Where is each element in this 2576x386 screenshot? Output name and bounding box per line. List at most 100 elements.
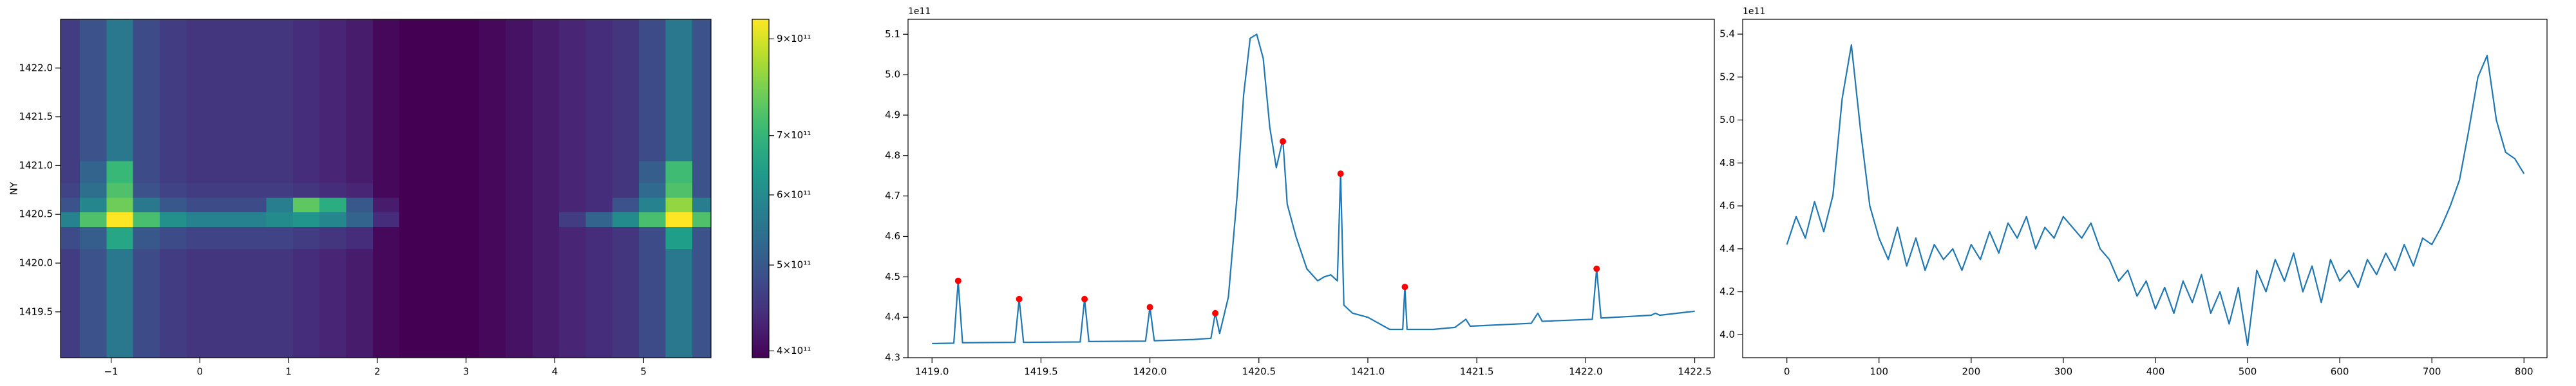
heatmap-cell [61,226,81,249]
x-tick-label: 5 [641,366,647,378]
heatmap-cell [639,19,667,50]
heatmap-cell [133,212,161,227]
heatmap-cell [399,248,427,284]
heatmap-cell [639,248,667,284]
heatmap-cell [346,212,374,227]
heatmap-cell [612,182,640,198]
heatmap-cell [372,87,401,127]
heatmap-cell [240,321,267,358]
heatmap-cell [160,126,187,161]
heatmap-cell [585,182,613,198]
heatmap-cell [479,87,507,127]
heatmap-cell [372,48,401,88]
heatmap-cell [61,248,81,284]
y-tick-label: 1421.0 [19,160,53,171]
x-tick-label: 0 [1784,366,1790,378]
y-tick-label: 4.6 [1719,200,1735,212]
heatmap-cell [665,160,693,183]
heatmap-cell [585,226,613,249]
heatmap-cell [186,321,214,358]
y-tick-label: 5.4 [1719,28,1735,40]
heatmap-cell [346,160,374,183]
heatmap-cell [61,197,81,213]
heatmap-cell [80,197,108,213]
heatmap-cell [559,248,587,284]
heatmap-cell [240,87,267,127]
heatmap-cell [479,226,507,249]
y-tick-label: 4.7 [885,190,900,201]
heatmap-cell [639,226,667,249]
heatmap-cell [665,226,693,249]
heatmap-cell [106,87,134,127]
heatmap-cell [61,160,81,183]
axes-frame [907,19,1715,358]
heatmap-cell [506,248,533,284]
heatmap-cell [399,182,427,198]
heatmap-cell [612,19,640,50]
heatmap-cell [532,87,560,127]
heatmap-cell [479,126,507,161]
heatmap-cell [639,197,667,213]
heatmap-cell [692,182,711,198]
heatmap-cell [692,19,711,50]
heatmap-cell [372,126,401,161]
x-tick-label: 1419.5 [1024,366,1058,378]
y-tick-label: 1419.5 [19,306,53,317]
heatmap-cell [532,182,560,198]
heatmap-cell [532,126,560,161]
x-tick-label: 1422.0 [1569,366,1603,378]
peak-marker [1337,170,1344,178]
x-tick-label: 2 [374,366,381,378]
heatmap-cell [585,212,613,227]
heatmap-cell [80,126,108,161]
heatmap-cell [319,226,347,249]
colorbar-tick-label: 5×10¹¹ [777,259,811,270]
heatmap-cell [186,197,214,213]
heatmap-cell [372,212,401,227]
heatmap-cell [266,212,294,227]
heatmap-cell [559,160,587,183]
heatmap-cell [186,126,214,161]
heatmap-cell [559,87,587,127]
peak-marker [1401,284,1408,291]
heatmap-cell [319,197,347,213]
x-tick-label: 500 [2239,366,2257,378]
colorbar-tick-label: 9×10¹¹ [777,33,811,44]
x-tick-label: 1420.0 [1133,366,1167,378]
y-tick-label: 4.0 [1719,329,1735,340]
heatmap-cell [506,126,533,161]
heatmap-cell [133,182,161,198]
heatmap-cell [213,19,241,50]
heatmap-cell [80,248,108,284]
heatmap-cell [585,87,613,127]
x-tick-label: 1419.0 [915,366,949,378]
heatmap-cell [372,248,401,284]
x-tick-label: 1 [285,366,292,378]
heatmap-cell [266,321,294,358]
heatmap-cell [692,48,711,88]
heatmap-cell [213,321,241,358]
heatmap-cell [479,282,507,322]
heatmap-cell [692,282,711,322]
y-tick-label: 5.0 [1719,114,1735,125]
y-tick-label: 5.1 [885,28,900,40]
heatmap-cell [399,321,427,358]
y-tick-label: 4.4 [885,311,900,323]
heatmap-cell [692,160,711,183]
heatmap-cell [452,248,480,284]
heatmap-cell [559,321,587,358]
heatmap-cell [240,182,267,198]
heatmap-cell [506,19,533,50]
heatmap-cell [292,248,321,284]
heatmap-cell [160,321,187,358]
heatmap-cell [399,87,427,127]
heatmap-cell [532,248,560,284]
heatmap-cell [346,87,374,127]
heatmap-cell [506,87,533,127]
heatmap-cell [372,226,401,249]
heatmap-cell [559,126,587,161]
heatmap-cell [240,126,267,161]
heatmap-cell [639,160,667,183]
heatmap-cell [612,212,640,227]
heatmap-cell [106,19,134,50]
